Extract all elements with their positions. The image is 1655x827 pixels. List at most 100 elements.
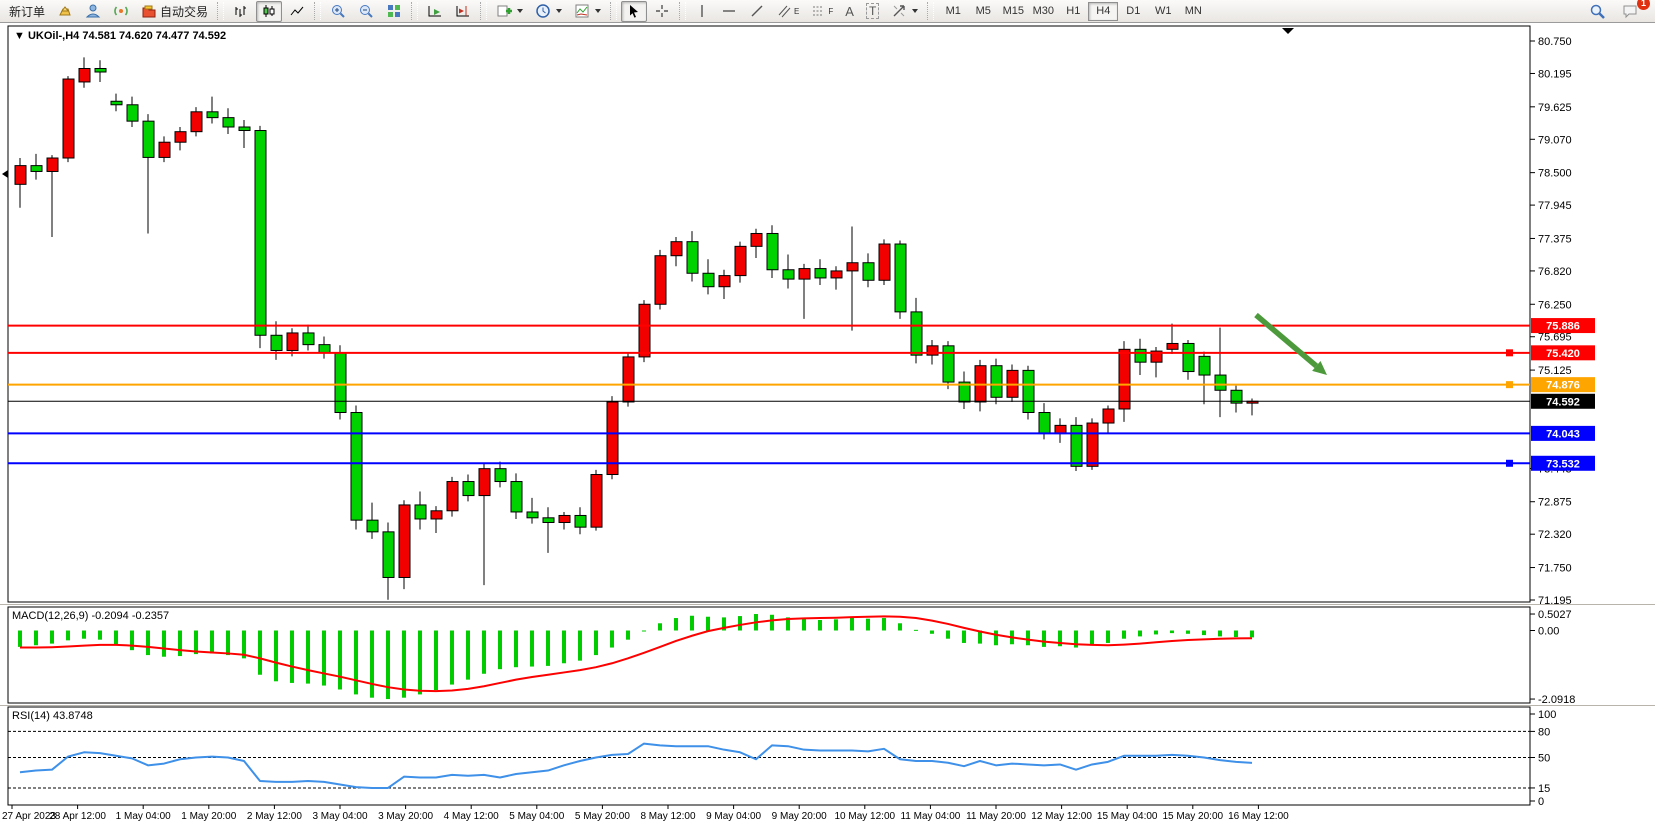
candle-body (1038, 412, 1051, 435)
svg-text:2 May 12:00: 2 May 12:00 (247, 811, 302, 822)
channel-letter: E (794, 6, 800, 16)
auto-scroll-icon[interactable] (422, 1, 448, 22)
candle-body (206, 111, 219, 119)
timeframe-M30[interactable]: M30 (1032, 5, 1054, 17)
annotation-arrow-shaft[interactable] (1254, 312, 1319, 369)
market-watch-icon[interactable] (80, 1, 106, 22)
cursor-tool[interactable] (621, 0, 648, 22)
zoom-out-icon[interactable] (353, 1, 379, 22)
text-tool[interactable]: A (840, 1, 859, 22)
macd-bar (594, 630, 598, 656)
zoom-in-icon[interactable] (325, 1, 351, 22)
toolbar-right: 1 (1584, 0, 1651, 22)
timeframe-W1[interactable]: W1 (1155, 5, 1172, 17)
svg-text:0.00: 0.00 (1538, 626, 1559, 638)
macd-bar (610, 630, 614, 648)
level-handle (1506, 349, 1513, 357)
annotation-arrow-head[interactable] (1312, 360, 1327, 375)
macd-bar (930, 630, 934, 634)
macd-bar (658, 623, 662, 631)
svg-text:74.592: 74.592 (1546, 396, 1580, 408)
new-chart-button[interactable] (491, 1, 528, 22)
svg-text:3 May 04:00: 3 May 04:00 (312, 811, 367, 822)
svg-text:10 May 12:00: 10 May 12:00 (834, 811, 895, 822)
macd-bar (274, 630, 278, 682)
fibonacci-tool[interactable]: F (806, 1, 838, 22)
candles (14, 57, 1259, 600)
tile-windows-icon[interactable] (381, 1, 407, 22)
chevron-down-icon (517, 9, 524, 13)
new-order-button[interactable]: 新订单 (4, 1, 50, 22)
timeframe-group: M1 M5 M15 M30 H1 H4 D1 W1 MN (938, 1, 1208, 21)
timeframe-M1[interactable]: M1 (945, 5, 961, 17)
macd-bar (674, 618, 678, 631)
macd-bar (706, 616, 710, 631)
macd-bar (946, 630, 950, 639)
vertical-line-tool[interactable] (690, 1, 714, 22)
timeframe-H4[interactable]: H4 (1088, 1, 1119, 21)
chart-shift-marker[interactable] (1282, 28, 1294, 34)
indicators-button[interactable] (569, 1, 606, 22)
candle-body (638, 303, 651, 358)
price-badge (1531, 377, 1595, 393)
candle-body (1182, 342, 1195, 373)
crosshair-tool[interactable] (649, 1, 675, 22)
price-badge (1531, 393, 1595, 409)
svg-text:80.750: 80.750 (1538, 36, 1572, 48)
arrows-tool[interactable] (886, 1, 923, 22)
timeframe-H1[interactable]: H1 (1066, 5, 1081, 17)
bar-chart-icon[interactable] (228, 1, 254, 22)
level-lines[interactable] (8, 324, 1530, 467)
macd-bar (722, 617, 726, 631)
timeframe-MN[interactable]: MN (1184, 5, 1202, 17)
timeframe-M5[interactable]: M5 (975, 5, 991, 17)
candlestick-chart-icon[interactable] (256, 0, 283, 22)
svg-text:78.500: 78.500 (1538, 168, 1572, 180)
candle-body (382, 531, 395, 578)
rsi-line (19, 742, 1253, 789)
autotrading-button[interactable]: 自动交易 (136, 1, 213, 22)
svg-text:1 May 20:00: 1 May 20:00 (181, 811, 236, 822)
separator (314, 2, 322, 20)
signal-icon[interactable] (108, 1, 134, 22)
search-icon[interactable] (1584, 1, 1611, 22)
candle-body (110, 100, 123, 106)
candle-body (174, 131, 187, 143)
text-label-tool[interactable]: T (861, 1, 884, 22)
macd-bar (114, 630, 118, 645)
svg-text:71.195: 71.195 (1538, 595, 1572, 607)
notifications-button[interactable]: 1 (1617, 0, 1650, 22)
candle-body (446, 481, 459, 512)
svg-text:1 May 04:00: 1 May 04:00 (116, 811, 171, 822)
macd-bar (1090, 630, 1094, 646)
macd-bar (914, 629, 918, 631)
candle-body (334, 352, 347, 414)
main-pane (7, 25, 1531, 603)
macd-bar (482, 630, 486, 674)
chart-shift-icon[interactable] (450, 1, 476, 22)
macd-bar (50, 630, 54, 644)
svg-text:75.695: 75.695 (1538, 332, 1572, 344)
macd-bar (34, 630, 38, 646)
channel-tool[interactable]: E (772, 1, 804, 22)
timeframe-M15[interactable]: M15 (1002, 5, 1024, 17)
candle-body (14, 165, 27, 185)
candle-body (734, 245, 747, 277)
gold-ingot-icon[interactable] (52, 1, 78, 22)
candle-body (814, 268, 827, 279)
periods-button[interactable] (530, 1, 567, 22)
candle-body (30, 165, 43, 172)
rsi-label: RSI(14) 43.8748 (12, 710, 93, 722)
line-chart-icon[interactable] (284, 1, 310, 22)
price-axis[interactable]: 80.750 80.195 79.625 79.070 78.500 77.945 77.3… (1530, 36, 1595, 607)
svg-text:-2.0918: -2.0918 (1538, 694, 1575, 706)
svg-text:11 May 04:00: 11 May 04:00 (900, 811, 960, 822)
candle-body (238, 126, 251, 132)
trendline-tool[interactable] (744, 1, 770, 22)
timeframe-D1[interactable]: D1 (1126, 5, 1141, 17)
svg-text:72.320: 72.320 (1538, 529, 1572, 541)
horizontal-line-tool[interactable] (716, 1, 742, 22)
svg-text:75.125: 75.125 (1538, 365, 1572, 377)
